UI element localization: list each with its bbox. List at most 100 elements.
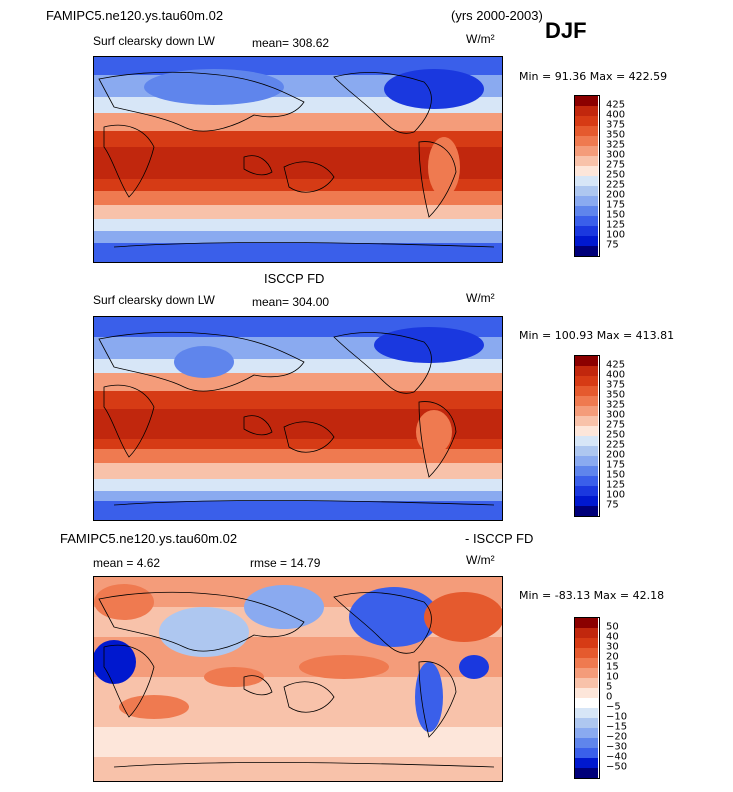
panel1-variable: Surf clearsky down LW [93,34,215,48]
colorbar-tick-label: −30 [606,741,628,753]
colorbar-swatch [574,505,598,516]
panel2-title: ISCCP FD [264,271,325,286]
colorbar-swatch [574,115,598,126]
colorbar-tick-label: 325 [606,399,626,411]
years-label: (yrs 2000-2003) [451,8,543,23]
season-label: DJF [545,18,587,43]
panel2-map-svg [94,317,502,520]
panel3-colorbar-box [574,617,600,779]
colorbar-swatch [574,697,598,708]
colorbar-tick-label: 350 [606,129,626,141]
colorbar-tick-label: 425 [606,359,626,371]
colorbar-tick-label: 425 [606,99,626,111]
colorbar-swatch [574,125,598,136]
panel2-mean: mean= 304.00 [252,295,330,309]
colorbar-swatch [574,657,598,668]
panel3-mean: mean = 4.62 [93,556,161,570]
colorbar-swatch [574,445,598,456]
colorbar-tick-label: 150 [606,469,626,481]
colorbar-tick-label: 300 [606,409,626,421]
colorbar-swatch [574,667,598,678]
colorbar-tick-label: 250 [606,429,626,441]
colorbar-swatch [574,395,598,406]
colorbar-tick-label: 200 [606,449,626,461]
panel1-units: W/m² [466,32,495,46]
panel2-units: W/m² [466,291,495,305]
colorbar-tick-label: −40 [606,751,628,763]
case-name: FAMIPC5.ne120.ys.tau60m.02 [46,8,224,23]
colorbar-tick-label: 10 [606,671,619,683]
colorbar-swatch [574,235,598,246]
colorbar-tick-label: 175 [606,199,626,211]
colorbar-swatch [574,365,598,376]
colorbar-swatch [574,435,598,446]
colorbar-tick-label: 100 [606,229,626,241]
colorbar-swatch [574,95,598,106]
panel2-minmax: Min = 100.93 Max = 413.81 [519,329,675,342]
panel2-colorbar: 425 400 375 350 325 300 275 250 225 200 175 150 125 1… [574,355,625,517]
colorbar-tick-label: 0 [606,691,613,703]
panel1-minmax: Min = 91.36 Max = 422.59 [519,70,668,83]
colorbar-tick-label: 150 [606,209,626,221]
colorbar-swatch [574,135,598,146]
colorbar-tick-label: 325 [606,139,626,151]
panel3-minmax: Min = -83.13 Max = 42.18 [519,589,665,602]
panel1-colorbar-box [574,95,600,257]
colorbar-swatch [574,405,598,416]
panel2-variable: Surf clearsky down LW [93,293,215,307]
colorbar-tick-label: 5 [606,681,613,693]
panel1-colorbar: 425 400 375 350 325 300 275 250 225 200 175 150 125 1… [574,95,625,257]
colorbar-tick-label: 125 [606,479,626,491]
colorbar-swatch [574,757,598,768]
colorbar-swatch [574,165,598,176]
colorbar-swatch [574,195,598,206]
colorbar-tick-label: 125 [606,219,626,231]
colorbar-tick-label: −50 [606,761,628,773]
colorbar-tick-label: 225 [606,439,626,451]
colorbar-tick-label: −15 [606,721,628,733]
panel3-title-left: FAMIPC5.ne120.ys.tau60m.02 [60,531,238,546]
colorbar-tick-label: 100 [606,489,626,501]
colorbar-tick-label: 300 [606,149,626,161]
colorbar-tick-label: 40 [606,631,619,643]
colorbar-tick-label: 250 [606,169,626,181]
colorbar-swatch [574,475,598,486]
colorbar-swatch [574,155,598,166]
colorbar-tick-label: 30 [606,641,619,653]
panel3-units: W/m² [466,553,495,567]
colorbar-tick-label: 15 [606,661,619,673]
colorbar-tick-label: 375 [606,379,626,391]
colorbar-tick-label: 400 [606,369,626,381]
colorbar-swatch [574,105,598,116]
panel2-colorbar-box [574,355,600,517]
panel3-rmse: rmse = 14.79 [250,556,321,570]
panel1-map-svg [94,57,502,262]
colorbar-tick-label: −10 [606,711,628,723]
colorbar-swatch [574,355,598,366]
colorbar-tick-label: 375 [606,119,626,131]
colorbar-swatch [574,225,598,236]
colorbar-swatch [574,627,598,638]
colorbar-tick-label: 50 [606,621,619,633]
colorbar-swatch [574,145,598,156]
panel3-title-right: - ISCCP FD [465,531,534,546]
panel3-map-svg [94,577,502,781]
colorbar-tick-label: 75 [606,499,619,511]
colorbar-swatch [574,647,598,658]
colorbar-tick-label: 350 [606,389,626,401]
panel1-mean: mean= 308.62 [252,36,330,50]
colorbar-tick-label: 275 [606,159,626,171]
colorbar-swatch [574,727,598,738]
colorbar-swatch [574,455,598,466]
colorbar-swatch [574,617,598,628]
colorbar-tick-label: 75 [606,239,619,251]
colorbar-swatch [574,425,598,436]
colorbar-tick-label: −5 [606,701,621,713]
colorbar-tick-label: 200 [606,189,626,201]
colorbar-swatch [574,495,598,506]
colorbar-swatch [574,485,598,496]
colorbar-swatch [574,415,598,426]
colorbar-tick-label: 175 [606,459,626,471]
colorbar-swatch [574,707,598,718]
colorbar-swatch [574,677,598,688]
